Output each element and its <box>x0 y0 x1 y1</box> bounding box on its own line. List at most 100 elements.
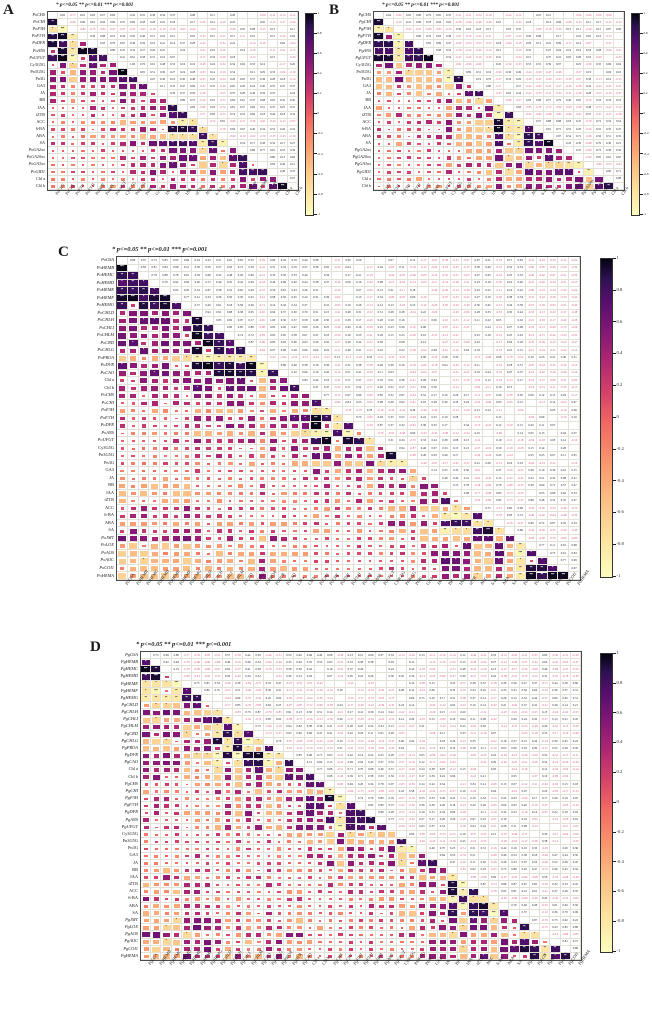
correlation-value: 0.23 <box>292 288 297 292</box>
heatmap-cell: * <box>138 294 150 303</box>
correlation-value: -0.12 <box>289 13 295 17</box>
heatmap-cell <box>170 399 182 408</box>
heatmap-cell: 0.15 <box>268 33 278 41</box>
panel-b-matrix[interactable]: 0.94 -0.90 0.95 0.86 0.79 0.95 0.35 -0.31 -0.51-… <box>373 11 625 191</box>
heatmap-cell: *** <box>58 54 68 62</box>
correlation-value: -0.42 <box>463 296 469 299</box>
heatmap-cell <box>128 140 138 148</box>
correlation-square <box>584 168 593 175</box>
heatmap-cell: 0.13 <box>407 302 419 310</box>
heatmap-cell: -0.18 <box>504 354 516 363</box>
correlation-value: -0.15 <box>496 288 502 292</box>
heatmap-cell: 0.51 <box>267 264 279 272</box>
correlation-square <box>377 156 381 159</box>
colorbar-tick-label: -0.6 <box>318 172 323 176</box>
heatmap-cell: -0.90 <box>394 12 404 20</box>
correlation-square <box>397 149 401 153</box>
correlation-value: -0.51 <box>560 303 566 307</box>
heatmap-cell: -0.29 <box>198 97 208 105</box>
heatmap-cell: *** <box>178 125 188 134</box>
heatmap-cell <box>117 332 128 340</box>
correlation-square <box>269 177 277 182</box>
correlation-square <box>515 148 523 154</box>
heatmap-cell: 0.41 <box>353 347 365 355</box>
heatmap-cell: 0.09 <box>536 414 548 423</box>
correlation-square <box>150 177 156 181</box>
heatmap-cell: * <box>188 140 198 148</box>
heatmap-cell <box>98 154 108 162</box>
heatmap-cell: 0.53 <box>278 147 288 155</box>
correlation-square <box>151 401 158 406</box>
heatmap-cell: -0.04 <box>407 369 419 378</box>
row-label: BR <box>326 97 371 102</box>
correlation-square <box>436 77 442 82</box>
heatmap-cell: 0.38 <box>300 362 311 370</box>
correlation-value: 0.04 <box>432 378 437 382</box>
correlation-square <box>160 294 170 302</box>
heatmap-cell: 0.11 <box>396 264 408 272</box>
heatmap-cell: 0.48 <box>343 309 354 318</box>
heatmap-cell: *** <box>321 437 333 445</box>
correlation-square <box>149 302 160 309</box>
correlation-square <box>321 437 332 444</box>
heatmap-cell: -0.80 <box>424 26 434 34</box>
heatmap-cell <box>474 83 484 91</box>
heatmap-cell <box>138 97 148 105</box>
correlation-value: 0.21 <box>475 408 480 412</box>
correlation-square <box>60 184 66 189</box>
correlation-square <box>61 177 65 181</box>
correlation-square <box>414 47 423 54</box>
heatmap-cell: 0.47 <box>574 118 584 126</box>
correlation-value: 0.84 <box>190 106 195 109</box>
correlation-square <box>100 106 106 110</box>
heatmap-cell: 0.41 <box>404 19 414 27</box>
correlation-square <box>141 99 145 103</box>
significance-stars: * <box>468 91 469 95</box>
heatmap-cell <box>128 175 138 183</box>
heatmap-cell <box>78 104 88 112</box>
heatmap-cell <box>256 384 268 393</box>
heatmap-cell <box>544 33 554 41</box>
heatmap-cell: 0.35 <box>604 125 614 134</box>
correlation-square <box>161 363 170 369</box>
heatmap-cell: -0.55 <box>484 40 494 48</box>
heatmap-cell <box>300 407 311 415</box>
correlation-value: 0.92 <box>60 13 65 17</box>
correlation-square <box>515 155 523 161</box>
correlation-value: 0.08 <box>399 341 404 344</box>
correlation-square <box>566 177 572 182</box>
correlation-square <box>110 85 116 89</box>
heatmap-cell <box>434 104 444 112</box>
correlation-value: -0.32 <box>560 363 566 367</box>
heatmap-cell <box>58 175 68 183</box>
correlation-square <box>259 431 266 436</box>
panel-c-matrix[interactable]: 0.99 0.87 0.73 0.85 0.95 0.84 0.34 0.43 0.51 0.61… <box>116 256 581 581</box>
heatmap-cell <box>228 140 238 148</box>
significance-stars: ** <box>577 163 579 166</box>
heatmap-cell <box>127 354 139 363</box>
correlation-value: -0.11 <box>550 386 556 389</box>
heatmap-cell: 0.26 <box>514 76 524 84</box>
heatmap-cell: 0.20 <box>288 61 298 69</box>
correlation-value: 0.03 <box>432 454 437 457</box>
heatmap-cell: 0.80 <box>108 47 118 55</box>
heatmap-cell: -0.05 <box>178 26 188 34</box>
correlation-square <box>384 54 393 61</box>
correlation-square <box>457 149 461 152</box>
heatmap-cell <box>149 354 161 363</box>
correlation-square <box>149 169 157 175</box>
heatmap-cell <box>160 407 171 415</box>
heatmap-cell: 0.09 <box>343 279 354 288</box>
significance-stars: ** <box>218 341 221 345</box>
correlation-value: -0.98 <box>545 113 551 116</box>
panel-a-matrix[interactable]: 0.92 -0.77 0.91 0.93 0.27 0.84 0.42 0.55 0.38 0.3… <box>47 11 299 191</box>
heatmap-cell <box>364 429 376 438</box>
heatmap-cell: 0.08 <box>450 437 462 445</box>
correlation-value: -0.13 <box>496 303 502 307</box>
heatmap-cell <box>267 362 279 370</box>
heatmap-cell: -0.96 <box>68 19 78 27</box>
heatmap-cell <box>384 104 394 112</box>
correlation-value: -0.42 <box>539 371 545 374</box>
heatmap-cell: 0.18 <box>278 111 288 119</box>
correlation-value: 0.47 <box>292 326 297 329</box>
